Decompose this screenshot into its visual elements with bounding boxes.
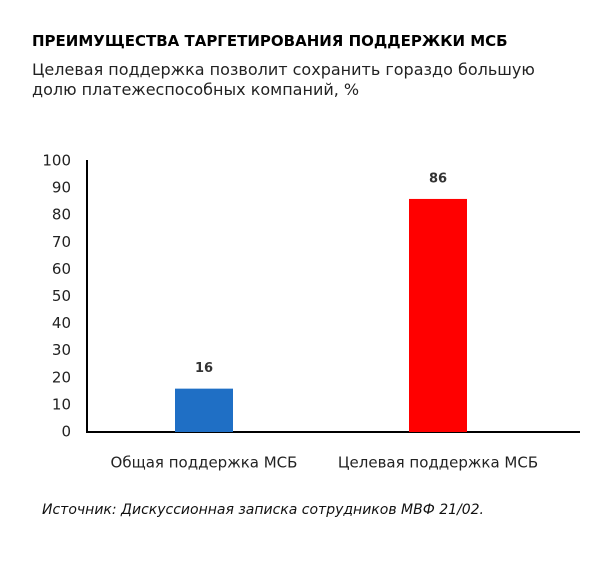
source-note: Источник: Дискуссионная записка сотрудни… [42,502,485,518]
bar [409,198,467,432]
value-label: 16 [195,361,213,376]
bar [175,388,233,432]
x-tick-label: Общая поддержка МСБ [111,454,298,472]
y-tick-label: 50 [52,287,71,305]
chart-subtitle: Целевая поддержка позволит сохранить гор… [32,60,535,99]
y-tick-label: 20 [52,368,71,386]
y-tick-label: 60 [52,260,71,278]
y-tick-label: 90 [52,179,71,197]
y-tick-label: 40 [52,314,71,332]
value-label: 86 [429,171,447,186]
y-tick-label: 70 [52,233,71,251]
y-tick-label: 0 [61,423,71,441]
y-tick-label: 10 [52,395,71,413]
y-tick-label: 80 [52,206,71,224]
chart-title: ПРЕИМУЩЕСТВА ТАРГЕТИРОВАНИЯ ПОДДЕРЖКИ МС… [32,32,508,50]
y-tick-label: 100 [42,152,71,170]
x-tick-label: Целевая поддержка МСБ [338,454,538,472]
y-tick-label: 30 [52,341,71,359]
